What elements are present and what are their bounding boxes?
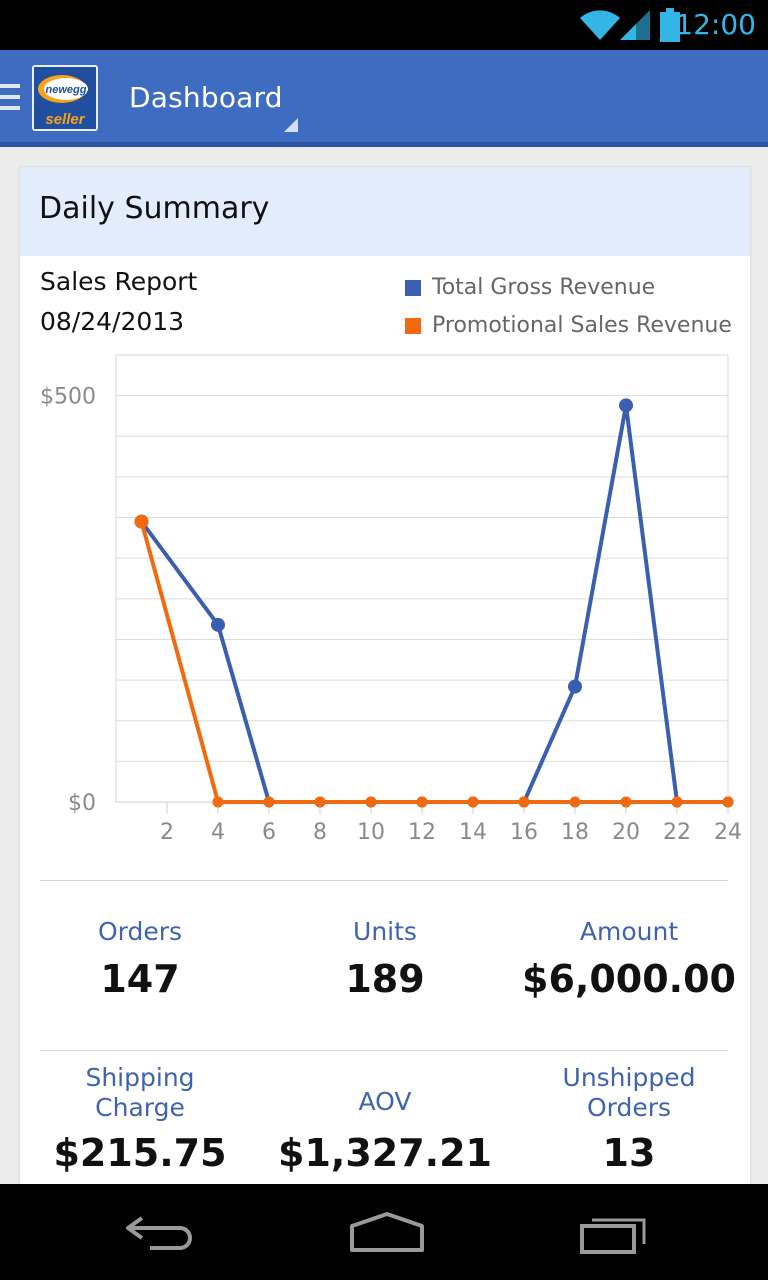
x-tick-label: 18 (561, 820, 589, 845)
status-bar: 12:00 (0, 0, 768, 50)
x-tick-label: 24 (714, 820, 742, 845)
back-icon[interactable] (114, 1204, 204, 1260)
stat-amount-label: Amount (579, 917, 679, 946)
x-tick-label: 22 (663, 820, 691, 845)
status-icons (580, 8, 680, 42)
newegg-seller-logo[interactable]: newegg seller (32, 65, 98, 131)
stat-units: Units 189 (265, 917, 505, 1001)
stat-orders: Orders 147 (20, 917, 260, 1001)
spinner-caret-icon[interactable] (284, 118, 298, 132)
data-point-total (211, 617, 225, 632)
legend-swatch-total (405, 280, 421, 296)
stat-aov: AOV $1,327.21 (265, 1087, 505, 1175)
legend-label-total: Total Gross Revenue (432, 275, 656, 300)
x-tick-label: 10 (357, 820, 385, 845)
stat-unshipped-label: Unshipped Orders (562, 1063, 696, 1122)
stat-aov-label: AOV (358, 1087, 412, 1116)
stat-units-label: Units (353, 917, 417, 946)
x-tick-label: 14 (459, 820, 487, 845)
data-point-promo (569, 796, 581, 808)
status-time: 12:00 (675, 8, 756, 41)
stat-shipping-value: $215.75 (53, 1131, 227, 1175)
sales-line-chart: 2 4 6 8 10 12 14 16 18 20 22 24$500$0 (40, 354, 742, 845)
divider-top (40, 880, 728, 881)
x-tick-label: 6 (262, 820, 276, 845)
stat-unshipped-value: 13 (602, 1131, 656, 1175)
stat-aov-value: $1,327.21 (278, 1131, 492, 1175)
x-tick-label: 12 (408, 820, 436, 845)
x-tick-label: 2 (160, 820, 174, 845)
stat-shipping: Shipping Charge $215.75 (20, 1063, 260, 1175)
data-point-promo (671, 796, 683, 808)
report-date: 08/24/2013 (40, 307, 185, 336)
y-tick-label: $0 (68, 791, 96, 816)
x-tick-label: 8 (313, 820, 327, 845)
navigation-bar (0, 1184, 768, 1280)
plot-area (115, 354, 729, 803)
daily-summary-card: Daily Summary Sales Report 08/24/2013 To… (19, 166, 751, 1198)
logo-bottom-text: seller (45, 111, 85, 128)
stat-amount-value: $6,000.00 (522, 957, 736, 1001)
report-title: Sales Report (40, 267, 198, 296)
stat-shipping-label: Shipping Charge (85, 1063, 195, 1122)
data-point-promo (134, 514, 149, 529)
y-tick-label: $500 (40, 385, 96, 410)
data-point-promo (620, 796, 632, 808)
action-bar-title[interactable]: Dashboard (129, 81, 283, 114)
data-point-promo (314, 796, 326, 808)
home-icon[interactable] (342, 1204, 432, 1260)
data-point-total (568, 679, 582, 694)
action-bar: newegg seller Dashboard (0, 50, 768, 147)
divider-middle (40, 1050, 728, 1051)
wifi-icon (580, 10, 620, 40)
stat-unshipped: Unshipped Orders 13 (509, 1063, 749, 1175)
x-tick-label: 16 (510, 820, 538, 845)
data-point-promo (467, 796, 479, 808)
recents-icon[interactable] (570, 1204, 660, 1260)
legend-swatch-promo (405, 318, 421, 334)
data-point-promo (212, 796, 224, 808)
signal-icon (620, 10, 650, 40)
legend-label-promo: Promotional Sales Revenue (432, 313, 732, 338)
logo-top-text: newegg (46, 84, 87, 96)
stat-units-value: 189 (345, 957, 425, 1001)
x-tick-label: 4 (211, 820, 225, 845)
data-point-promo (518, 796, 530, 808)
drawer-menu-icon[interactable] (0, 84, 20, 114)
series-line-promotional-sales-revenue (139, 521, 728, 804)
card-header: Daily Summary (20, 167, 750, 256)
data-point-promo (263, 796, 275, 808)
data-point-promo (722, 796, 734, 808)
stat-amount: Amount $6,000.00 (509, 917, 749, 1001)
x-tick-label: 20 (612, 820, 640, 845)
data-point-promo (416, 796, 428, 808)
stat-orders-value: 147 (100, 957, 180, 1001)
data-point-total (619, 398, 633, 413)
card-title: Daily Summary (39, 191, 270, 226)
data-point-promo (365, 796, 377, 808)
stat-orders-label: Orders (97, 917, 183, 946)
battery-icon (660, 8, 680, 42)
